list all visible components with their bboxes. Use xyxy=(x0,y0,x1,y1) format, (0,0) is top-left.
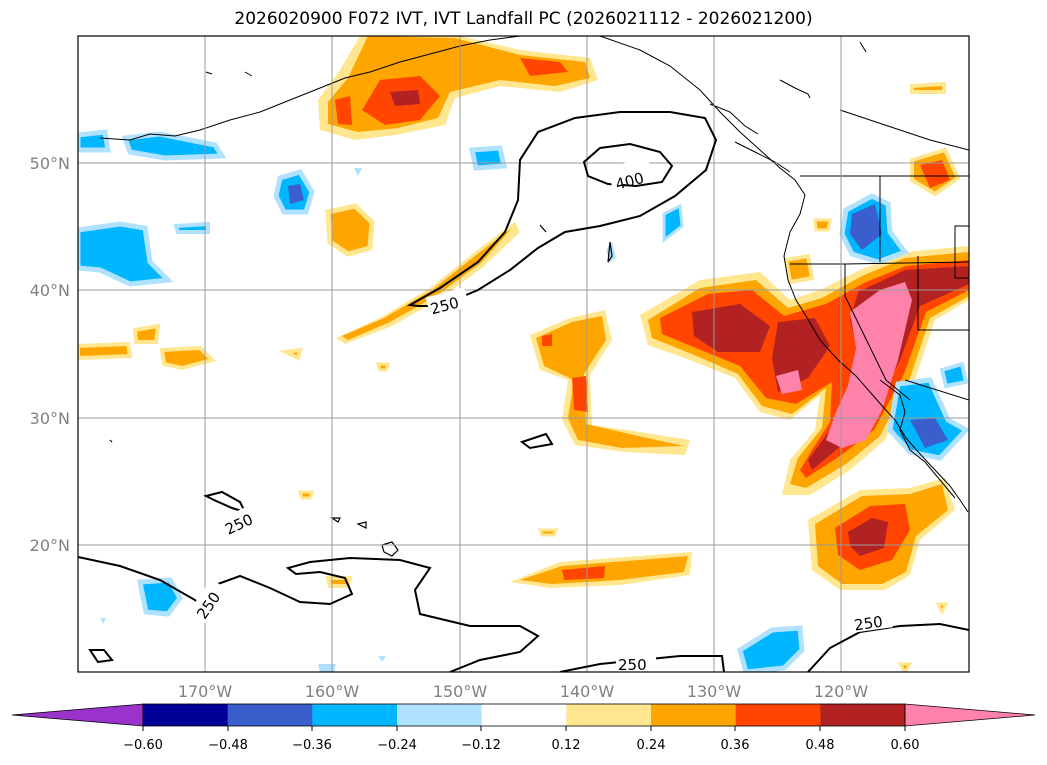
lat-label-50n: 50°N xyxy=(30,154,70,173)
ivt-line-contours xyxy=(78,111,969,672)
neg-blob-3 xyxy=(173,221,210,234)
shade-blob-10 xyxy=(297,490,315,500)
cb-label-6: 0.24 xyxy=(637,738,666,753)
contour-250-south xyxy=(207,556,540,672)
shade-blob-11 xyxy=(537,528,559,537)
contour-250-east xyxy=(807,622,969,672)
shade-blob-1 xyxy=(325,203,375,257)
shade-blob-6 xyxy=(783,253,815,285)
contour-250-small-3 xyxy=(88,649,114,664)
neg-blob-8 xyxy=(939,361,969,389)
cb-label-3: −0.24 xyxy=(377,738,417,753)
plot-frame xyxy=(77,35,970,673)
colorbar-extend-low xyxy=(12,704,143,726)
lon-axis-labels: 170°W 160°W 150°W 140°W 130°W 120°W xyxy=(178,682,869,701)
cb-label-4: −0.12 xyxy=(461,738,501,753)
colorbar-segment xyxy=(481,704,567,726)
shade-blob-14 xyxy=(935,602,949,616)
colorbar-extend-high xyxy=(905,704,1035,726)
contour-250-se xyxy=(559,655,725,672)
map-title: 2026020900 F072 IVT, IVT Landfall PC (20… xyxy=(234,9,813,29)
colorbar-segment xyxy=(820,704,906,726)
shade-blob-7 xyxy=(910,81,946,94)
shade-ar-orange xyxy=(342,228,512,340)
islands xyxy=(109,224,613,557)
neg-blob-6-core xyxy=(850,204,882,250)
cb-label-9: 0.60 xyxy=(891,738,920,753)
lon-label-170w: 170°W xyxy=(178,682,233,701)
state-borders xyxy=(790,175,969,401)
shade-blob-3 xyxy=(78,341,133,361)
lon-label-150w: 150°W xyxy=(433,682,488,701)
cb-label-7: 0.36 xyxy=(721,738,750,753)
shade-tongue-red xyxy=(542,334,588,412)
neg-blob-5 xyxy=(737,625,805,672)
shade-blob-15 xyxy=(897,662,913,672)
neg-west-2 xyxy=(78,129,227,161)
shade-coast-pink xyxy=(776,282,912,448)
contour-250-small-2 xyxy=(519,432,554,450)
cb-label-5: 0.12 xyxy=(552,738,581,753)
colorbar-segment xyxy=(651,704,737,726)
shade-blob-4 xyxy=(132,323,161,344)
shade-alaska-red xyxy=(335,58,568,125)
lat-label-40n: 40°N xyxy=(30,281,70,300)
contour-label-250-e: 250 xyxy=(853,613,884,635)
lon-label-160w: 160°W xyxy=(305,682,360,701)
ivt-pc-filled-contours xyxy=(78,36,969,672)
contour-250-main xyxy=(406,111,718,307)
contour-400 xyxy=(582,142,674,188)
lat-label-30n: 30°N xyxy=(30,409,70,428)
neg-west-1 xyxy=(78,221,174,287)
shade-blob-8 xyxy=(279,347,303,361)
lon-label-140w: 140°W xyxy=(560,682,615,701)
colorbar-segment xyxy=(566,704,652,726)
shade-blob-5r xyxy=(920,160,950,188)
lat-label-20n: 20°N xyxy=(30,536,70,555)
cb-label-2: −0.36 xyxy=(292,738,332,753)
shade-blob-12 xyxy=(375,362,391,372)
shade-south-red xyxy=(562,566,605,580)
lon-label-130w: 130°W xyxy=(687,682,742,701)
colorbar-segments xyxy=(12,704,1035,726)
colorbar: −0.60 −0.48 −0.36 −0.24 −0.12 0.12 0.24 … xyxy=(11,703,1036,753)
neg-blob-7-core xyxy=(910,418,948,448)
colorbar-segment xyxy=(397,704,483,726)
gridlines xyxy=(78,36,969,672)
neg-blob-2 xyxy=(468,145,508,171)
coastlines xyxy=(99,36,969,513)
colorbar-ticks xyxy=(142,726,906,731)
lon-label-120w: 120°W xyxy=(814,682,869,701)
colorbar-segment xyxy=(312,704,398,726)
colorbar-segment xyxy=(227,704,313,726)
cb-label-1: −0.48 xyxy=(208,738,248,753)
colorbar-labels: −0.60 −0.48 −0.36 −0.24 −0.12 0.12 0.24 … xyxy=(123,738,919,753)
lat-axis-labels: 50°N 40°N 30°N 20°N xyxy=(30,154,70,555)
cb-label-8: 0.48 xyxy=(806,738,835,753)
shade-tongue-orange xyxy=(536,316,684,448)
neg-blob-4 xyxy=(136,577,183,617)
shade-blob-13 xyxy=(813,218,832,232)
neg-blob-9 xyxy=(662,203,684,244)
shade-alaska-darkred xyxy=(390,90,420,106)
contour-label-250-d: 250 xyxy=(618,656,647,674)
neg-blob-1-core xyxy=(288,184,304,204)
shade-blob-2 xyxy=(159,345,216,371)
shade-subtrop-darkred xyxy=(848,518,888,556)
colorbar-segment xyxy=(143,704,229,726)
colorbar-segment xyxy=(735,704,821,726)
cb-label-0: −0.60 xyxy=(123,738,163,753)
